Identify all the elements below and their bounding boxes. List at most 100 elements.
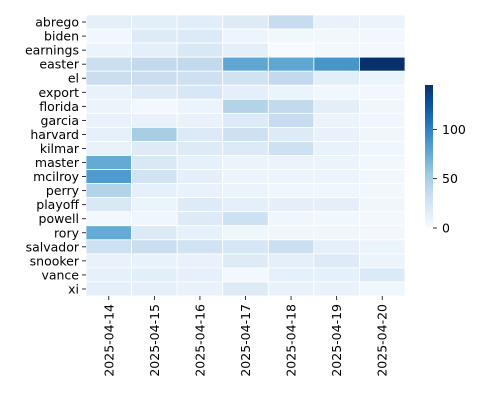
heatmap-cell-export-2025-04-14 (85, 84, 132, 100)
heatmap-cell-mcilroy-2025-04-19 (313, 169, 360, 185)
y-tick-label-garcia: garcia (41, 113, 79, 128)
heatmap-cell-vance-2025-04-16 (176, 267, 224, 283)
heatmap-cell-playoff-2025-04-19 (313, 197, 360, 213)
heatmap-cell-vance-2025-04-15 (131, 267, 178, 283)
heatmap-cell-perry-2025-04-18 (267, 183, 315, 199)
x-tick-label-2025-04-16: 2025-04-16 (192, 304, 207, 377)
heatmap-cell-powell-2025-04-20 (359, 211, 406, 227)
heatmap-cell-el-2025-04-16 (176, 70, 224, 86)
heatmap-cell-master-2025-04-20 (359, 155, 406, 170)
heatmap-cell-earnings-2025-04-15 (131, 42, 178, 58)
heatmap-cell-harvard-2025-04-14 (85, 127, 132, 142)
heatmap-cell-rory-2025-04-20 (359, 225, 406, 241)
heatmap-cell-salvador-2025-04-17 (222, 239, 269, 255)
y-tick-label-florida: florida (39, 99, 79, 114)
heatmap-cell-abrego-2025-04-19 (313, 14, 360, 30)
heatmap-cell-perry-2025-04-14 (85, 183, 132, 199)
heatmap-cell-mcilroy-2025-04-14 (85, 169, 132, 185)
x-tick-label-2025-04-17: 2025-04-17 (238, 304, 253, 377)
heatmap-cell-salvador-2025-04-20 (359, 239, 406, 255)
heatmap-cell-garcia-2025-04-20 (359, 112, 406, 128)
heatmap-cell-playoff-2025-04-16 (176, 197, 224, 213)
heatmap-cell-vance-2025-04-17 (222, 267, 269, 283)
heatmap-cell-export-2025-04-18 (267, 84, 315, 100)
heatmap-cell-playoff-2025-04-20 (359, 197, 406, 213)
colorbar-tick-label-50: 50 (442, 171, 458, 186)
heatmap-cell-abrego-2025-04-16 (176, 14, 224, 30)
heatmap-cell-export-2025-04-17 (222, 84, 269, 100)
heatmap-cell-el-2025-04-17 (222, 70, 269, 86)
heatmap-cell-garcia-2025-04-17 (222, 112, 269, 128)
y-tick-label-el: el (68, 71, 79, 86)
heatmap-cell-easter-2025-04-14 (85, 56, 132, 72)
heatmap-cell-xi-2025-04-19 (313, 281, 360, 297)
heatmap-cell-el-2025-04-19 (313, 70, 360, 86)
heatmap-cell-salvador-2025-04-15 (131, 239, 178, 255)
colorbar-tick-label-0: 0 (442, 221, 450, 236)
heatmap-cell-easter-2025-04-19 (313, 56, 360, 72)
heatmap-cell-garcia-2025-04-14 (85, 112, 132, 128)
heatmap-cell-master-2025-04-17 (222, 155, 269, 170)
heatmap-cell-playoff-2025-04-14 (85, 197, 132, 213)
heatmap-cell-earnings-2025-04-17 (222, 42, 269, 58)
y-tick-label-abrego: abrego (35, 15, 79, 30)
heatmap-cell-easter-2025-04-17 (222, 56, 269, 72)
heatmap-cell-snooker-2025-04-18 (267, 253, 315, 269)
heatmap-cell-easter-2025-04-20 (359, 56, 406, 72)
heatmap-cell-garcia-2025-04-16 (176, 112, 224, 128)
heatmap-cell-biden-2025-04-17 (222, 28, 269, 44)
heatmap-cell-salvador-2025-04-16 (176, 239, 224, 255)
heatmap-cell-master-2025-04-14 (85, 155, 132, 170)
heatmap-cell-export-2025-04-19 (313, 84, 360, 100)
heatmap-cell-mcilroy-2025-04-16 (176, 169, 224, 185)
heatmap-cell-powell-2025-04-19 (313, 211, 360, 227)
heatmap-cell-rory-2025-04-17 (222, 225, 269, 241)
y-tick-label-perry: perry (46, 183, 80, 198)
heatmap-cell-florida-2025-04-16 (176, 98, 224, 114)
heatmap-cell-master-2025-04-18 (267, 155, 315, 170)
heatmap-cell-earnings-2025-04-18 (267, 42, 315, 58)
heatmap-cell-kilmar-2025-04-18 (267, 141, 315, 156)
heatmap-cell-vance-2025-04-20 (359, 267, 406, 283)
heatmap-cell-xi-2025-04-18 (267, 281, 315, 297)
heatmap-cells (85, 14, 406, 297)
heatmap-cell-snooker-2025-04-17 (222, 253, 269, 269)
heatmap-cell-perry-2025-04-17 (222, 183, 269, 199)
y-tick-label-harvard: harvard (30, 127, 79, 142)
heatmap-cell-perry-2025-04-19 (313, 183, 360, 199)
heatmap-cell-playoff-2025-04-18 (267, 197, 315, 213)
heatmap-cell-perry-2025-04-15 (131, 183, 178, 199)
heatmap-cell-earnings-2025-04-14 (85, 42, 132, 58)
y-tick-label-mcilroy: mcilroy (33, 169, 80, 184)
y-tick-label-easter: easter (39, 57, 79, 72)
heatmap-cell-biden-2025-04-19 (313, 28, 360, 44)
heatmap-cell-master-2025-04-16 (176, 155, 224, 170)
heatmap-cell-abrego-2025-04-20 (359, 14, 406, 30)
colorbar-tick-label-100: 100 (442, 122, 466, 137)
heatmap-cell-playoff-2025-04-17 (222, 197, 269, 213)
y-tick-label-powell: powell (39, 211, 79, 226)
heatmap-cell-rory-2025-04-15 (131, 225, 178, 241)
heatmap-cell-mcilroy-2025-04-15 (131, 169, 178, 185)
heatmap-cell-kilmar-2025-04-14 (85, 141, 132, 156)
heatmap-cell-snooker-2025-04-19 (313, 253, 360, 269)
heatmap-cell-export-2025-04-20 (359, 84, 406, 100)
heatmap-cell-florida-2025-04-14 (85, 98, 132, 114)
heatmap-cell-xi-2025-04-16 (176, 281, 224, 297)
y-tick-label-vance: vance (41, 267, 79, 282)
heatmap-cell-mcilroy-2025-04-17 (222, 169, 269, 185)
heatmap-cell-harvard-2025-04-18 (267, 127, 315, 142)
heatmap-cell-kilmar-2025-04-17 (222, 141, 269, 156)
y-tick-label-kilmar: kilmar (40, 141, 80, 156)
heatmap-cell-xi-2025-04-15 (131, 281, 178, 297)
heatmap-cell-el-2025-04-20 (359, 70, 406, 86)
y-tick-label-earnings: earnings (25, 43, 79, 58)
y-tick-label-snooker: snooker (30, 253, 80, 268)
x-tick-label-2025-04-15: 2025-04-15 (147, 304, 162, 377)
colorbar (425, 85, 433, 228)
heatmap-cell-biden-2025-04-15 (131, 28, 178, 44)
heatmap-cell-snooker-2025-04-20 (359, 253, 406, 269)
heatmap-cell-garcia-2025-04-19 (313, 112, 360, 128)
heatmap-cell-xi-2025-04-17 (222, 281, 269, 297)
heatmap-cell-salvador-2025-04-18 (267, 239, 315, 255)
